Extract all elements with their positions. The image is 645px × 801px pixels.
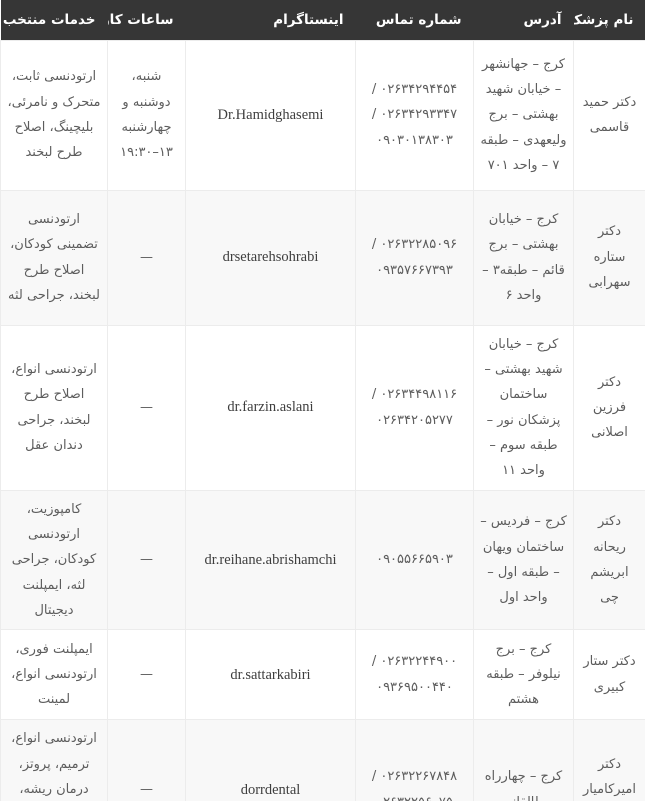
column-header-phone: شماره تماس [355, 0, 473, 40]
address-cell: کرج – خیابان بهشتی – برج قائم – طبقه۳ – … [473, 190, 573, 325]
table-row: دکتر ستار کبیری کرج – برج نیلوفر – طبقه … [0, 630, 645, 720]
phone-cell: ۰۹۰۵۵۶۶۵۹۰۳ [355, 490, 473, 630]
phone-cell: ۰۲۶۳۴۲۹۴۴۵۴ / ۰۲۶۳۴۲۹۳۳۴۷ / ۰۹۰۳۰۱۳۸۳۰۳ [355, 40, 473, 190]
address-cell: کرج – چهارراه طالقانی [473, 720, 573, 801]
hours-cell: شنبه، دوشنبه و چهارشنبه ۱۳–۱۹:۳۰ [107, 40, 185, 190]
instagram-cell: drsetarehsohrabi [185, 190, 355, 325]
hours-cell: — [107, 630, 185, 720]
hours-cell: — [107, 490, 185, 630]
instagram-cell: dorrdental [185, 720, 355, 801]
table-body: دکتر حمید قاسمی کرج – جهانشهر – خیابان ش… [0, 40, 645, 801]
instagram-cell: dr.sattarkabiri [185, 630, 355, 720]
column-header-instagram: اینستاگرام [185, 0, 355, 40]
phone-cell: ۰۲۶۳۲۲۸۵۰۹۶ / ۰۹۳۵۷۶۶۷۳۹۳ [355, 190, 473, 325]
table-row: دکتر امیرکامیار خضری کرج – چهارراه طالقا… [0, 720, 645, 801]
hours-cell: — [107, 720, 185, 801]
services-cell: ارتودنسی انواع، ترمیم، پروتز، درمان ریشه… [0, 720, 107, 801]
doctors-table: نام پزشک آدرس شماره تماس اینستاگرام ساعا… [0, 0, 645, 801]
address-cell: کرج – فردیس – ساختمان ویهان – طبقه اول –… [473, 490, 573, 630]
table-row: دکتر ریحانه ابریشم چی کرج – فردیس – ساخت… [0, 490, 645, 630]
phone-cell: ۰۲۶۳۲۲۴۴۹۰۰ / ۰۹۳۶۹۵۰۰۴۴۰ [355, 630, 473, 720]
doctor-name-cell: دکتر امیرکامیار خضری [573, 720, 645, 801]
services-cell: ایمپلنت فوری، ارتودنسی انواع، لمینت [0, 630, 107, 720]
doctor-name-cell: دکتر حمید قاسمی [573, 40, 645, 190]
doctor-name-cell: دکتر ستار کبیری [573, 630, 645, 720]
doctor-name-cell: دکتر فرزین اصلانی [573, 325, 645, 490]
column-header-doctor-name: نام پزشک [573, 0, 645, 40]
services-cell: ارتودنسی ثابت، متحرک و نامرئی، بلیچینگ، … [0, 40, 107, 190]
hours-cell: — [107, 325, 185, 490]
services-cell: ارتودنسی انواع، اصلاح طرح لبخند، جراحی د… [0, 325, 107, 490]
header-row: نام پزشک آدرس شماره تماس اینستاگرام ساعا… [0, 0, 645, 40]
column-header-hours: ساعات کاری [107, 0, 185, 40]
address-cell: کرج – برج نیلوفر – طبقه هشتم [473, 630, 573, 720]
column-header-services: خدمات منتخب [0, 0, 107, 40]
hours-cell: — [107, 190, 185, 325]
table-row: دکتر حمید قاسمی کرج – جهانشهر – خیابان ش… [0, 40, 645, 190]
doctor-name-cell: دکتر ستاره سهرابی [573, 190, 645, 325]
doctor-name-cell: دکتر ریحانه ابریشم چی [573, 490, 645, 630]
table-row: دکتر ستاره سهرابی کرج – خیابان بهشتی – ب… [0, 190, 645, 325]
services-cell: کامپوزیت، ارتودنسی کودکان، جراحی لثه، ای… [0, 490, 107, 630]
address-cell: کرج – جهانشهر – خیابان شهید بهشتی – برج … [473, 40, 573, 190]
address-cell: کرج – خیابان شهید بهشتی – ساختمان پزشکان… [473, 325, 573, 490]
instagram-cell: dr.farzin.aslani [185, 325, 355, 490]
phone-cell: ۰۲۶۳۴۴۹۸۱۱۶ / ۰۲۶۳۴۲۰۵۲۷۷ [355, 325, 473, 490]
instagram-cell: Dr.Hamidghasemi [185, 40, 355, 190]
phone-cell: ۰۲۶۳۲۲۶۷۸۴۸ / ۰۲۶۳۲۲۵۶۰۷۵ [355, 720, 473, 801]
table-row: دکتر فرزین اصلانی کرج – خیابان شهید بهشت… [0, 325, 645, 490]
instagram-cell: dr.reihane.abrishamchi [185, 490, 355, 630]
column-header-address: آدرس [473, 0, 573, 40]
table-header: نام پزشک آدرس شماره تماس اینستاگرام ساعا… [0, 0, 645, 40]
services-cell: ارتودنسی تضمینی کودکان، اصلاح طرح لبخند،… [0, 190, 107, 325]
